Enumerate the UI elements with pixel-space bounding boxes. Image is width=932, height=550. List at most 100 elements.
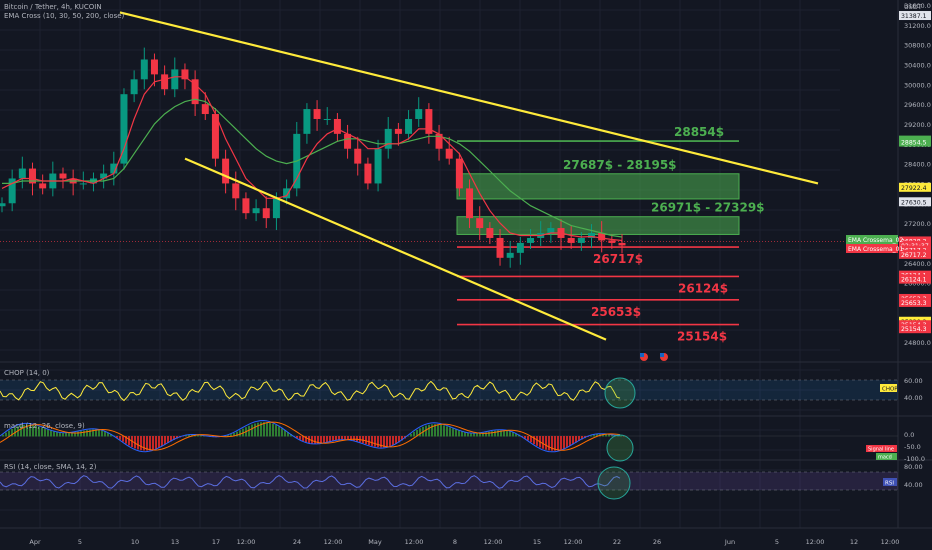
macd-hist-bar <box>509 431 511 437</box>
candle-body <box>0 203 6 207</box>
macd-hist-bar <box>344 436 346 440</box>
time-tick-label: 12 <box>850 538 858 546</box>
macd-hist-bar <box>533 436 535 445</box>
level-label-0: 28854$ <box>674 125 724 139</box>
macd-hist-bar <box>434 424 436 437</box>
macd-hist-bar <box>77 431 79 437</box>
macd-hist-bar <box>350 436 352 441</box>
candle-body <box>8 178 16 204</box>
time-tick-label: Jun <box>724 538 735 546</box>
ema-30-line <box>2 98 623 238</box>
candle-body <box>222 158 230 184</box>
price-tag-box <box>899 297 931 307</box>
macd-hist-bar <box>281 428 283 437</box>
macd-hist-bar <box>299 436 301 440</box>
time-tick-label: 8 <box>453 538 457 546</box>
macd-signal-box <box>866 445 897 452</box>
price-tag-text: 28854.5 <box>901 140 927 147</box>
time-tick-label: 26 <box>653 538 661 546</box>
chop-value-text: CHOP <box>882 387 898 393</box>
rsi-value-text: RSI <box>885 481 894 487</box>
candle-body <box>100 173 108 179</box>
macd-hist-bar <box>176 436 178 439</box>
macd-hist-bar <box>341 436 343 440</box>
macd-hist-bar <box>479 433 481 437</box>
candle-body <box>364 163 372 184</box>
candle-body <box>171 69 179 90</box>
macd-hist-bar <box>407 435 409 437</box>
time-tick-label: 15 <box>533 538 541 546</box>
macd-hist-bar <box>482 432 484 437</box>
macd-hist-bar <box>122 436 124 442</box>
candle-body <box>394 128 402 134</box>
time-axis: Apr 5 10 13 17 12:00 24 12:00 May 12:00 8 12:00 15 12… <box>29 538 899 546</box>
candle-body <box>588 233 596 238</box>
price-tag-text: 31387.1 <box>901 13 927 20</box>
candle-body <box>262 208 270 219</box>
macd-hist-bar <box>20 425 22 437</box>
macd-hist-bar <box>437 424 439 437</box>
macd-hist-bar <box>23 424 25 437</box>
currency-label: USDT <box>904 3 922 11</box>
ema-10-line <box>1 76 623 242</box>
macd-hist-bar <box>110 433 112 437</box>
macd-hist-bar <box>347 436 349 440</box>
time-tick-label: 12:00 <box>237 538 256 546</box>
candle-body <box>110 163 118 174</box>
chop-band <box>0 380 898 400</box>
zone-0 <box>456 173 740 200</box>
price-tag-text: 25154.3 <box>901 326 927 333</box>
macd-hist-bar <box>416 429 418 437</box>
macd-hist-bar <box>380 436 382 448</box>
price-tag-text: 27922.4 <box>901 185 927 192</box>
macd-hist-bar <box>362 436 364 444</box>
ema-label-text: EMA Crossema_01 <box>848 246 903 253</box>
time-tick-label: 17 <box>212 538 220 546</box>
macd-hist-bar <box>374 436 376 447</box>
macd-hist-bar <box>623 436 625 437</box>
candle-body <box>506 252 514 258</box>
macd-hist-bar <box>137 436 139 450</box>
trendline-upper <box>119 11 819 185</box>
macd-hist-bar <box>449 427 451 437</box>
macd-hist-bar <box>239 430 241 437</box>
macd-hist-bar <box>320 436 322 444</box>
indicator-title: EMA Cross (10, 30, 50, 200, close) <box>4 12 125 20</box>
macd-hist-bar <box>548 436 550 451</box>
time-tick-label: 5 <box>775 538 779 546</box>
macd-hist-bar <box>62 432 64 437</box>
price-tick-label: 31600.0 <box>904 2 931 10</box>
candle-body <box>547 228 555 234</box>
rsi-tick: 40.00 <box>904 481 923 489</box>
event-flag-icon <box>640 353 648 361</box>
candle-body <box>242 198 250 214</box>
macd-hist-bar <box>356 436 358 442</box>
macd-hist-bar <box>41 427 43 437</box>
candle-body <box>425 109 433 134</box>
price-tag-text: 26717.2 <box>901 252 927 259</box>
macd-hist-bar <box>128 436 130 446</box>
rsi-band <box>0 472 898 490</box>
candles <box>0 47 626 268</box>
macd-hist-bar <box>557 436 559 451</box>
macd-hist-bar <box>11 428 13 437</box>
macd-hist-bar <box>260 422 262 437</box>
macd-hist-bar <box>605 434 607 437</box>
macd-hist-bar <box>50 430 52 437</box>
macd-hist-bar <box>359 436 361 443</box>
candle-body <box>527 237 535 243</box>
macd-hist-bar <box>398 436 400 443</box>
candle-body <box>354 148 362 164</box>
macd-line <box>0 419 621 453</box>
zone-1 <box>456 216 740 235</box>
macd-hist-bar <box>167 436 169 443</box>
price-axis: 31600.0 31200.0 30800.0 30400.0 30000.0 29600… <box>899 2 931 347</box>
rsi-highlight-circle <box>597 466 631 500</box>
candle-body <box>303 109 311 134</box>
macd-hist-bar <box>275 425 277 437</box>
macd-hist-bar <box>146 436 148 451</box>
candle-body <box>323 118 331 120</box>
macd-hist-bar <box>473 433 475 437</box>
macd-hist-bar <box>413 431 415 437</box>
